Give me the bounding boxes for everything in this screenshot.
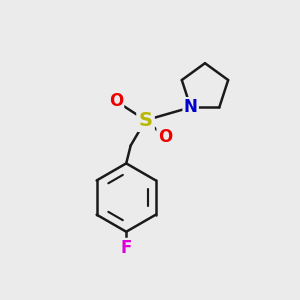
- Text: N: N: [184, 98, 198, 116]
- Text: S: S: [139, 111, 152, 130]
- Text: F: F: [121, 239, 132, 257]
- Text: O: O: [109, 92, 123, 110]
- Text: O: O: [158, 128, 172, 146]
